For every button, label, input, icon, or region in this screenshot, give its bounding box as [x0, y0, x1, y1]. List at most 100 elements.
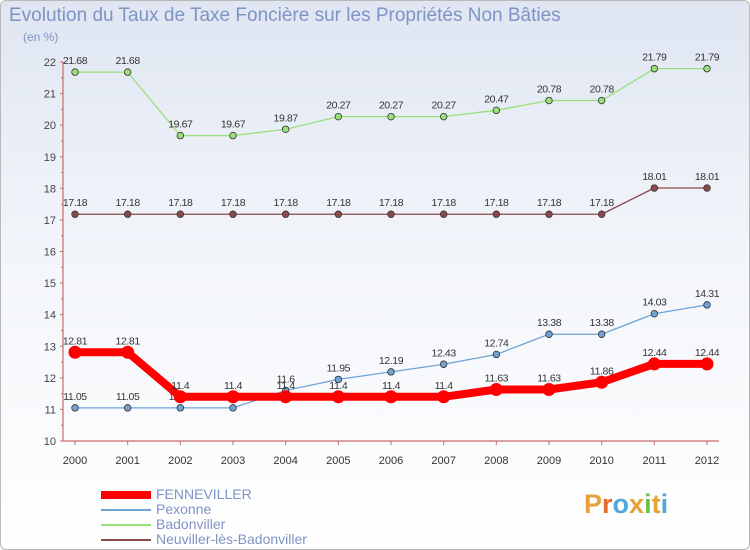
y-tick-label: 15 [44, 278, 56, 290]
y-tick-label: 13 [44, 341, 56, 353]
data-point [647, 357, 661, 371]
legend-swatch [101, 509, 151, 511]
data-point [650, 310, 659, 318]
data-point [334, 112, 343, 121]
y-tick-label: 21 [44, 89, 56, 101]
data-label: 11.63 [537, 373, 561, 385]
data-label: 11.6 [277, 373, 296, 385]
data-label: 11.05 [63, 391, 87, 403]
data-point [492, 210, 501, 218]
x-tick-label: 2010 [589, 455, 613, 467]
y-tick-label: 20 [44, 120, 56, 132]
data-point [650, 64, 659, 73]
data-point [71, 404, 79, 412]
data-point [281, 125, 290, 133]
data-point [331, 390, 345, 404]
data-label: 11.63 [485, 373, 509, 385]
y-tick-label: 14 [44, 310, 56, 322]
data-point [176, 131, 185, 140]
data-point [439, 360, 448, 368]
data-point [650, 184, 659, 192]
data-label: 11.4 [329, 380, 348, 392]
data-point [700, 357, 714, 371]
data-point [597, 96, 606, 105]
data-label: 20.78 [537, 84, 562, 96]
logo-letter: i [644, 489, 652, 519]
legend-swatch [101, 491, 151, 499]
data-label: 11.4 [277, 380, 296, 392]
data-point [439, 210, 448, 218]
data-point [545, 330, 553, 338]
chart-title: Evolution du Taux de Taxe Foncière sur l… [9, 5, 561, 26]
x-tick-label: 2001 [115, 455, 139, 467]
proxiti-logo: Proxiti [584, 489, 668, 520]
data-point [279, 390, 293, 404]
data-label: 19.67 [221, 119, 246, 131]
data-label: 20.78 [590, 84, 615, 96]
data-point [226, 390, 240, 404]
data-label: 17.18 [116, 197, 141, 209]
data-label: 20.27 [379, 100, 404, 112]
data-label: 12.74 [484, 337, 509, 349]
x-tick-label: 2000 [63, 455, 87, 467]
data-label: 17.18 [168, 197, 193, 209]
data-point [492, 350, 501, 359]
data-label: 17.18 [274, 197, 299, 209]
data-point [545, 210, 553, 218]
data-label: 17.18 [537, 197, 562, 209]
y-tick-label: 17 [44, 215, 56, 227]
y-tick-label: 18 [44, 183, 56, 195]
data-point [68, 345, 82, 359]
data-point [123, 210, 132, 218]
data-label: 20.27 [432, 100, 457, 112]
data-label: 21.68 [63, 55, 88, 67]
data-label: 18.01 [642, 171, 667, 183]
data-label: 17.18 [590, 197, 615, 209]
data-label: 17.18 [484, 197, 509, 209]
data-label: 19.87 [274, 112, 299, 124]
x-tick-label: 2002 [168, 455, 192, 467]
data-label: 14.31 [695, 288, 720, 300]
data-point [387, 112, 395, 121]
data-label: 20.47 [484, 93, 509, 105]
y-tick-label: 11 [45, 404, 56, 416]
data-label: 11.4 [171, 380, 190, 392]
data-point [545, 96, 553, 105]
data-point [492, 106, 501, 115]
y-tick-label: 22 [44, 57, 56, 69]
data-label: 11.4 [224, 380, 243, 392]
legend-label: FENNEVILLER [156, 486, 252, 502]
data-point [71, 210, 79, 218]
data-point [173, 390, 187, 404]
data-label: 11.95 [327, 362, 351, 374]
y-tick-label: 12 [44, 373, 56, 385]
data-label: 17.18 [221, 197, 246, 209]
data-label: 21.68 [116, 55, 141, 67]
data-label: 17.18 [432, 197, 457, 209]
data-label: 12.44 [642, 347, 667, 359]
data-point [387, 368, 395, 376]
data-label: 12.43 [432, 347, 457, 359]
data-label: 19.67 [168, 119, 193, 131]
data-point [334, 375, 343, 384]
data-label: 21.79 [642, 52, 667, 64]
logo-letter: r [602, 489, 613, 519]
x-tick-label: 2004 [273, 455, 297, 467]
data-label: 14.03 [642, 297, 667, 309]
x-tick-label: 2005 [326, 455, 350, 467]
data-point [229, 210, 237, 218]
data-point [703, 301, 711, 309]
data-point [334, 210, 343, 218]
logo-letter: i [660, 489, 669, 519]
data-point [384, 390, 398, 404]
data-point [71, 68, 79, 76]
data-point [542, 383, 556, 397]
data-label: 13.38 [590, 317, 615, 329]
legend-swatch [101, 539, 151, 541]
logo-letter: x [629, 489, 645, 519]
data-label: 11.05 [116, 391, 140, 403]
y-tick-label: 19 [44, 152, 56, 164]
data-label: 20.27 [326, 100, 351, 112]
